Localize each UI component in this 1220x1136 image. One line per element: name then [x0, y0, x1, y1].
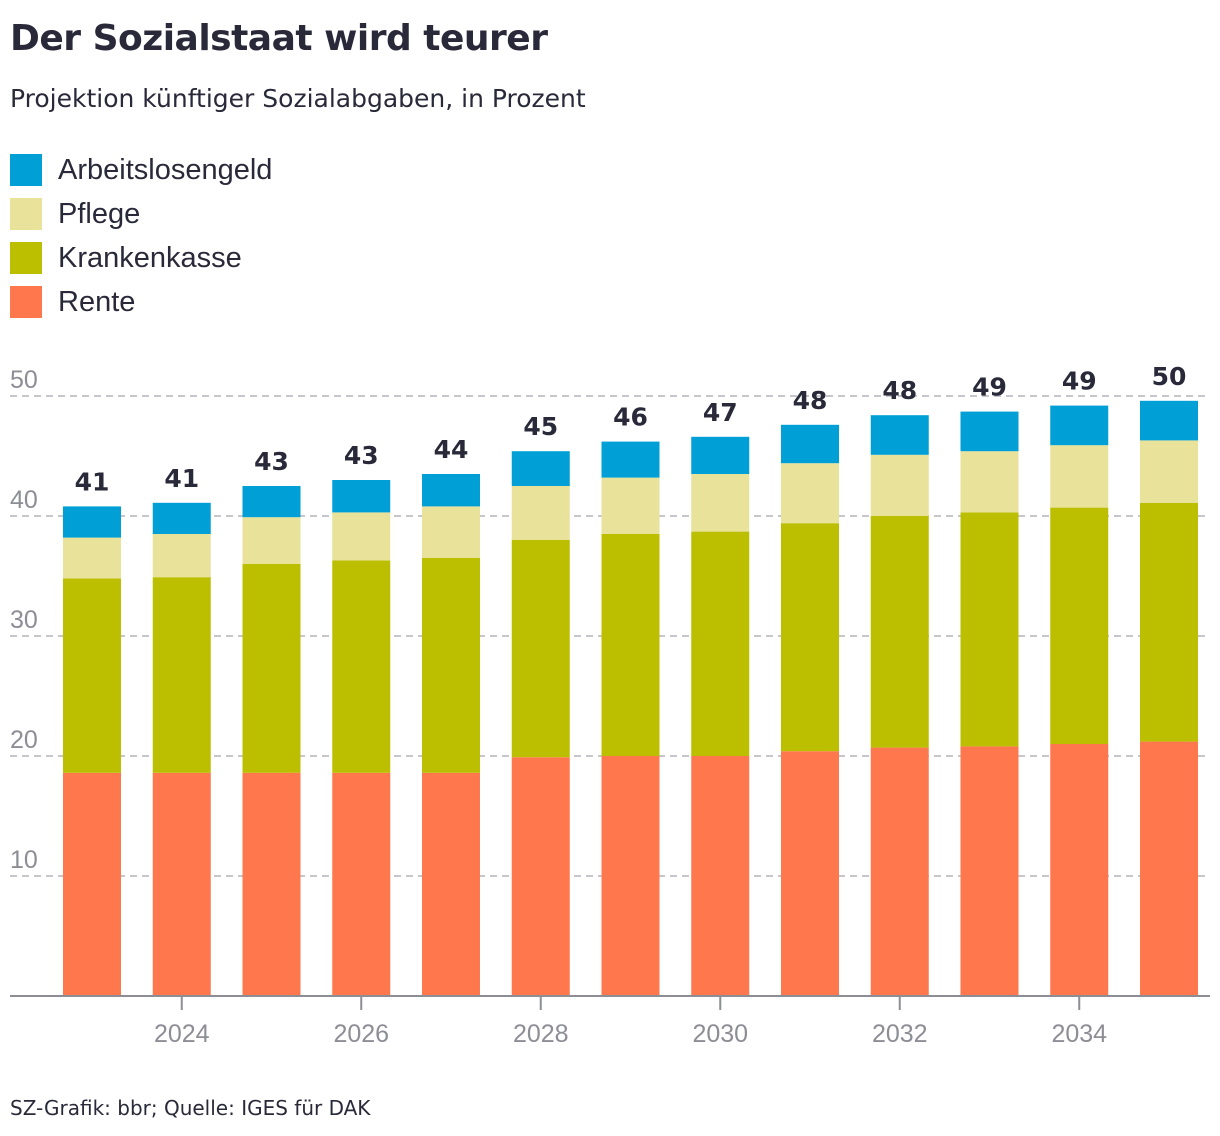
bar-segment-pflege-2030 — [691, 474, 750, 532]
bar-segment-rente-2023 — [63, 772, 121, 996]
bar-segment-krankenkasse-2035 — [1140, 502, 1198, 742]
total-label-2027: 44 — [434, 435, 469, 464]
total-label-2023: 41 — [75, 467, 110, 496]
total-label-2028: 45 — [523, 412, 558, 441]
bar-segment-arbeitslosengeld-2035 — [1140, 400, 1198, 441]
bar-segment-rente-2035 — [1140, 741, 1198, 996]
bar-segment-pflege-2025 — [242, 517, 301, 564]
legend-item-pflege: Pflege — [10, 192, 272, 236]
bar-segment-rente-2031 — [781, 751, 839, 996]
bar-segment-arbeitslosengeld-2027 — [422, 474, 480, 507]
bar-segment-rente-2026 — [332, 772, 391, 996]
bar-segment-rente-2024 — [152, 772, 211, 996]
x-tick-label: 2028 — [513, 1020, 569, 1048]
source-note: SZ-Grafik: bbr; Quelle: IGES für DAK — [10, 1096, 371, 1120]
bar-segment-arbeitslosengeld-2034 — [1050, 405, 1109, 446]
bar-segment-krankenkasse-2024 — [152, 577, 211, 773]
bar-segment-rente-2025 — [242, 772, 301, 996]
bar-segment-arbeitslosengeld-2032 — [870, 415, 929, 455]
bar-segment-pflege-2032 — [870, 454, 929, 516]
bar-segment-rente-2028 — [511, 757, 570, 996]
bar-segment-krankenkasse-2029 — [601, 534, 660, 756]
legend-swatch-pflege — [10, 198, 42, 230]
bar-segment-arbeitslosengeld-2029 — [601, 441, 660, 478]
legend: Arbeitslosengeld Pflege Krankenkasse Ren… — [10, 148, 272, 324]
bar-segment-rente-2034 — [1050, 744, 1109, 996]
total-label-2024: 41 — [164, 464, 199, 493]
x-tick-label: 2024 — [154, 1020, 210, 1048]
bar-segment-pflege-2023 — [63, 537, 121, 579]
total-label-2025: 43 — [254, 447, 289, 476]
x-tick-label: 2030 — [692, 1020, 748, 1048]
y-tick-label: 40 — [10, 486, 38, 514]
chart-subtitle: Projektion künftiger Sozialabgaben, in P… — [10, 84, 586, 113]
x-tick-label: 2034 — [1051, 1020, 1107, 1048]
total-label-2035: 50 — [1152, 362, 1187, 391]
bar-segment-pflege-2035 — [1140, 440, 1198, 503]
legend-swatch-rente — [10, 286, 42, 318]
bar-segment-pflege-2029 — [601, 477, 660, 534]
bar-segment-rente-2029 — [601, 756, 660, 996]
bar-segment-pflege-2027 — [422, 506, 480, 558]
bar-segment-arbeitslosengeld-2026 — [332, 480, 391, 513]
bar-segment-arbeitslosengeld-2024 — [152, 502, 211, 534]
bar-segment-krankenkasse-2027 — [422, 558, 480, 773]
total-label-2026: 43 — [344, 441, 379, 470]
bar-segment-krankenkasse-2034 — [1050, 507, 1109, 744]
bars — [63, 400, 1198, 996]
bar-segment-krankenkasse-2032 — [870, 516, 929, 748]
bar-segment-pflege-2024 — [152, 534, 211, 578]
bar-segment-rente-2033 — [960, 746, 1019, 996]
legend-label: Rente — [58, 285, 136, 318]
bar-segment-arbeitslosengeld-2033 — [960, 411, 1019, 452]
legend-label: Pflege — [58, 197, 141, 230]
total-label-2034: 49 — [1062, 367, 1097, 396]
legend-item-krankenkasse: Krankenkasse — [10, 236, 272, 280]
bar-segment-pflege-2031 — [781, 463, 839, 524]
legend-swatch-arbeitslosengeld — [10, 154, 42, 186]
legend-label: Krankenkasse — [58, 241, 242, 274]
chart-title: Der Sozialstaat wird teurer — [10, 18, 548, 59]
bar-segment-krankenkasse-2023 — [63, 578, 121, 773]
total-label-2032: 48 — [882, 376, 917, 405]
bar-segment-krankenkasse-2026 — [332, 560, 391, 773]
y-tick-label: 30 — [10, 606, 38, 634]
legend-item-arbeitslosengeld: Arbeitslosengeld — [10, 148, 272, 192]
y-tick-label: 10 — [10, 846, 38, 874]
legend-swatch-krankenkasse — [10, 242, 42, 274]
bar-segment-arbeitslosengeld-2023 — [63, 506, 121, 538]
x-tick-label: 2032 — [872, 1020, 928, 1048]
legend-label: Arbeitslosengeld — [58, 153, 273, 186]
bar-segment-krankenkasse-2028 — [511, 540, 570, 758]
bar-segment-arbeitslosengeld-2030 — [691, 436, 750, 474]
bar-segment-arbeitslosengeld-2031 — [781, 424, 839, 464]
bar-segment-rente-2030 — [691, 756, 750, 996]
total-label-2031: 48 — [793, 386, 828, 415]
bar-segment-arbeitslosengeld-2028 — [511, 451, 570, 486]
bar-segment-pflege-2026 — [332, 512, 391, 561]
y-tick-label: 50 — [10, 366, 38, 394]
bar-segment-rente-2032 — [870, 747, 929, 996]
total-label-2030: 47 — [703, 398, 738, 427]
data-labels: 41 41 43 43 44 45 46 47 48 48 49 49 50 — [75, 362, 1187, 497]
bar-segment-arbeitslosengeld-2025 — [242, 486, 301, 518]
bar-segment-krankenkasse-2025 — [242, 564, 301, 773]
bar-segment-pflege-2034 — [1050, 445, 1109, 508]
bar-segment-krankenkasse-2031 — [781, 523, 839, 752]
legend-item-rente: Rente — [10, 280, 272, 324]
x-tick-label: 2026 — [333, 1020, 389, 1048]
bar-segment-krankenkasse-2033 — [960, 512, 1019, 747]
bar-segment-rente-2027 — [422, 772, 480, 996]
y-tick-label: 20 — [10, 726, 38, 754]
bar-segment-krankenkasse-2030 — [691, 531, 750, 756]
bar-segment-pflege-2033 — [960, 451, 1019, 513]
total-label-2033: 49 — [972, 373, 1007, 402]
total-label-2029: 46 — [613, 403, 648, 432]
bar-segment-pflege-2028 — [511, 486, 570, 540]
